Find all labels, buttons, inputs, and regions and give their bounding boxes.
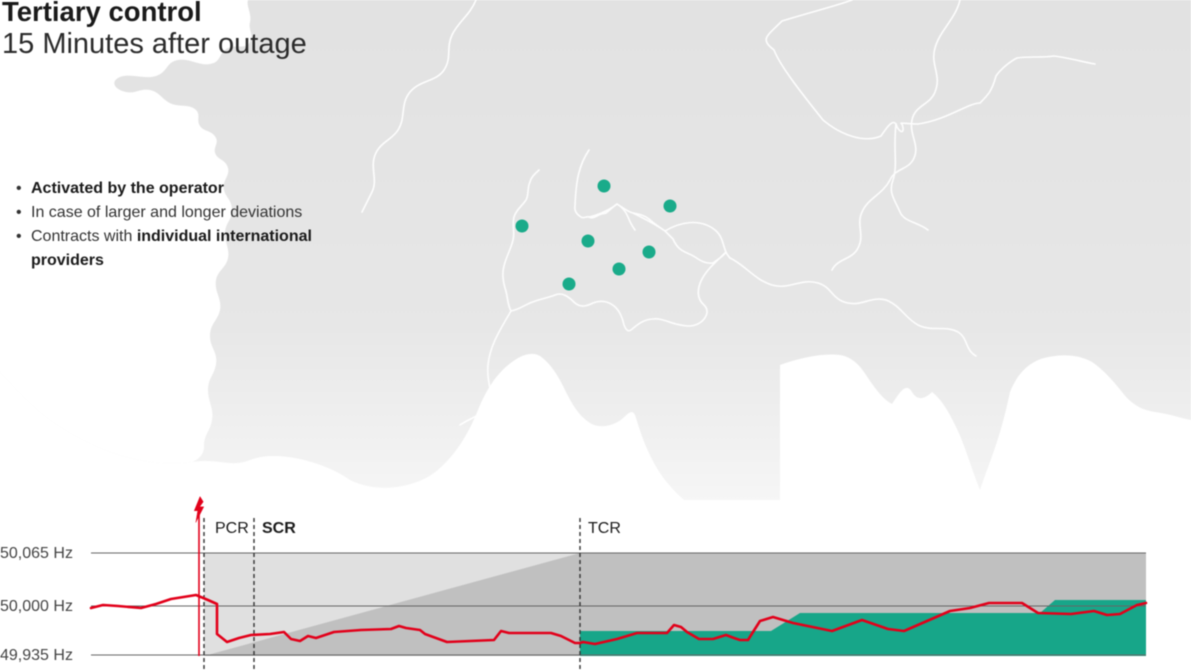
svg-text:50,065 Hz: 50,065 Hz bbox=[0, 545, 73, 562]
svg-text:50,000 Hz: 50,000 Hz bbox=[0, 598, 73, 615]
svg-text:TCR: TCR bbox=[588, 520, 621, 537]
svg-text:SCR: SCR bbox=[262, 520, 296, 537]
svg-text:PCR: PCR bbox=[215, 520, 249, 537]
svg-text:49,935 Hz: 49,935 Hz bbox=[0, 647, 73, 664]
